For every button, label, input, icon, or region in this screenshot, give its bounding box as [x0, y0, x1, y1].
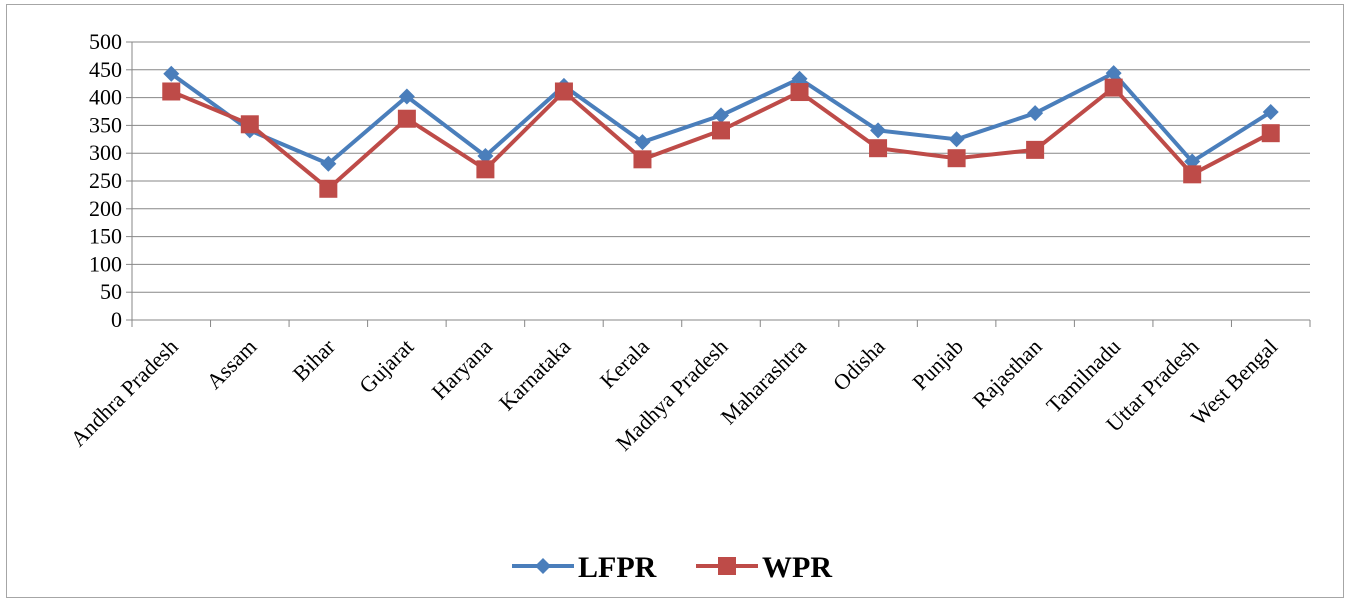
y-tick-label: 350: [89, 112, 122, 137]
x-tick-label: Andhra Pradesh: [65, 334, 182, 451]
y-tick-label: 0: [111, 307, 122, 332]
y-tick-label: 500: [89, 29, 122, 54]
x-tick-label: Assam: [201, 334, 261, 394]
y-tick-label: 300: [89, 140, 122, 165]
y-tick-label: 250: [89, 168, 122, 193]
x-tick-label: Kerala: [595, 334, 654, 393]
wpr-point: [319, 179, 338, 198]
lfpr-point: [163, 65, 180, 82]
legend-label: LFPR: [578, 551, 657, 584]
x-tick-label: Tamilnadu: [1041, 334, 1125, 418]
y-tick-label: 50: [100, 279, 122, 304]
x-tick-label: Maharashtra: [716, 334, 812, 430]
x-tick-label: Punjab: [907, 334, 968, 395]
legend-item-lfpr: LFPR: [512, 551, 657, 584]
x-tick-label: Odisha: [828, 334, 890, 396]
lfpr-point: [791, 70, 808, 87]
lfpr-point: [320, 155, 337, 172]
y-tick-label: 150: [89, 224, 122, 249]
wpr-point: [476, 160, 495, 179]
lfpr-point: [1105, 65, 1122, 82]
axes: [126, 41, 1311, 327]
x-tick-label: Karnataka: [494, 334, 576, 416]
series-wpr: [162, 78, 1280, 198]
lfpr-point: [634, 134, 651, 151]
series-lfpr: [163, 65, 1279, 172]
x-tick-labels: Andhra Pradesh Assam Bihar Gujarat HaryanaKa…: [65, 333, 1282, 455]
y-tick-label: 450: [89, 57, 122, 82]
wpr-point: [1261, 124, 1280, 143]
series-layer: [162, 65, 1280, 198]
wpr-point: [869, 139, 888, 158]
wpr-point: [790, 83, 809, 102]
lfpr-point: [477, 147, 494, 164]
wpr-point: [712, 121, 730, 140]
legend-swatch-marker: [718, 557, 736, 575]
gridlines: [132, 41, 1310, 293]
wpr-point: [1183, 165, 1202, 184]
wpr-point: [1026, 140, 1045, 159]
x-tick-label: Rajasthan: [968, 334, 1047, 413]
wpr-point: [633, 150, 652, 169]
lfpr-point: [1262, 104, 1279, 121]
lfpr-point: [1027, 105, 1044, 122]
lfpr-point: [713, 107, 729, 124]
lfpr-point: [948, 131, 965, 148]
y-tick-label: 100: [89, 251, 122, 276]
x-tick-label: Gujarat: [354, 334, 418, 398]
x-tick-label: Haryana: [427, 334, 498, 405]
wpr-point: [947, 149, 966, 168]
x-tick-label: Bihar: [288, 333, 341, 386]
y-tick-label: 400: [89, 85, 122, 110]
legend-swatch-marker: [535, 558, 551, 574]
wpr-point: [554, 82, 573, 101]
lfpr-point: [870, 122, 887, 139]
legend-item-wpr: WPR: [696, 551, 832, 584]
legend-label: WPR: [762, 551, 832, 584]
lfpr-point: [398, 88, 415, 105]
y-tick-label: 200: [89, 196, 122, 221]
wpr-point: [1104, 78, 1123, 97]
wpr-point: [162, 82, 181, 101]
wpr-point: [240, 115, 259, 134]
legend: LFPR WPR: [512, 551, 832, 584]
wpr-point: [397, 109, 416, 128]
chart-frame: [6, 4, 1344, 598]
